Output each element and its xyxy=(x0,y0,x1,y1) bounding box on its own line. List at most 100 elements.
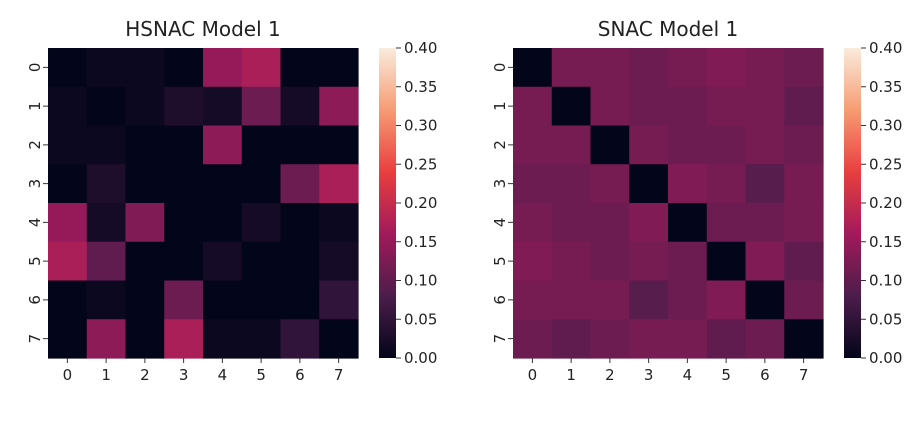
heatmap-cell xyxy=(551,164,592,204)
heatmap-cell xyxy=(164,280,204,320)
heatmap-cell xyxy=(745,48,785,88)
heatmap-cell xyxy=(86,319,127,359)
colorbar-tick-label: 0.35 xyxy=(869,78,902,96)
heatmap-cell xyxy=(319,319,359,359)
x-tick-label: 1 xyxy=(566,366,576,384)
heatmap-cell xyxy=(706,280,747,320)
heatmap-cell xyxy=(629,86,669,127)
heatmap-cell xyxy=(513,319,553,359)
heatmap-cell xyxy=(241,164,282,204)
x-tick-label: 1 xyxy=(101,366,111,384)
heatmap-cell xyxy=(86,164,127,204)
heatmap-cell xyxy=(706,125,747,165)
heatmap-cell xyxy=(706,86,747,127)
heatmap-cell xyxy=(241,86,282,127)
heatmap-cell xyxy=(241,280,282,320)
heatmap-cell xyxy=(551,203,592,243)
heatmap-cell xyxy=(513,203,553,243)
colorbar-tick-label: 0.25 xyxy=(869,155,902,173)
colorbar-tick-label: 0.20 xyxy=(869,194,902,212)
colorbar-tick-label: 0.05 xyxy=(404,310,437,328)
heatmap-cell xyxy=(164,319,204,359)
heatmap-cell xyxy=(590,241,630,282)
colorbar-tick-label: 0.05 xyxy=(869,310,902,328)
heatmap-cell xyxy=(668,319,708,359)
heatmap-cell xyxy=(203,48,243,88)
heatmap-cell xyxy=(706,319,747,359)
heatmap-cell xyxy=(590,280,630,320)
colorbar-tick-label: 0.15 xyxy=(404,233,437,251)
heatmap-cell xyxy=(203,241,243,282)
heatmap-cell xyxy=(319,48,359,88)
heatmap-cell xyxy=(629,164,669,204)
heatmap-cell xyxy=(784,125,824,165)
heatmap-cell xyxy=(745,319,785,359)
y-tick-label: 5 xyxy=(491,256,509,266)
heatmap-cell xyxy=(125,280,165,320)
heatmap-cell xyxy=(86,48,127,88)
heatmap-cell xyxy=(706,48,747,88)
heatmap-cell xyxy=(513,125,553,165)
x-tick-label: 3 xyxy=(179,366,189,384)
heatmap-cell xyxy=(551,319,592,359)
heatmap-cell xyxy=(745,125,785,165)
x-tick-label: 5 xyxy=(721,366,731,384)
heatmap-cell xyxy=(125,86,165,127)
colorbar-gradient xyxy=(379,48,396,358)
heatmap-cell xyxy=(513,241,553,282)
heatmap-cell xyxy=(164,164,204,204)
heatmap-cell xyxy=(164,125,204,165)
colorbar-tick-label: 0.15 xyxy=(869,233,902,251)
heatmap-cell xyxy=(280,280,320,320)
heatmap-cell xyxy=(784,203,824,243)
heatmap-cell xyxy=(319,203,359,243)
x-tick-label: 2 xyxy=(140,366,150,384)
x-tick-label: 7 xyxy=(799,366,809,384)
heatmap-cell xyxy=(241,203,282,243)
heatmap-cell xyxy=(48,280,88,320)
heatmap-cell xyxy=(629,241,669,282)
heatmap-cell xyxy=(319,241,359,282)
heatmap-cell xyxy=(706,164,747,204)
heatmap-cell xyxy=(551,280,592,320)
colorbar-tick-label: 0.30 xyxy=(869,117,902,135)
heatmap-cell xyxy=(590,125,630,165)
heatmap-cell xyxy=(86,241,127,282)
heatmap-cell xyxy=(513,164,553,204)
heatmap-cell xyxy=(784,241,824,282)
y-tick-label: 4 xyxy=(26,218,44,228)
heatmap-cell xyxy=(280,125,320,165)
heatmap-cell xyxy=(784,48,824,88)
heatmap-cell xyxy=(125,164,165,204)
heatmap-cell xyxy=(629,48,669,88)
heatmap-cell xyxy=(706,241,747,282)
heatmap-cell xyxy=(319,280,359,320)
x-tick-label: 5 xyxy=(256,366,266,384)
heatmap-cell xyxy=(745,86,785,127)
y-tick-label: 2 xyxy=(491,140,509,150)
x-tick-label: 3 xyxy=(644,366,654,384)
y-tick-label: 7 xyxy=(491,334,509,344)
heatmap-cell xyxy=(48,164,88,204)
chart-title: SNAC Model 1 xyxy=(598,17,738,41)
heatmap-cell xyxy=(241,125,282,165)
y-tick-label: 1 xyxy=(26,101,44,111)
heatmap-cell xyxy=(280,48,320,88)
heatmap-cell xyxy=(86,280,127,320)
heatmap-cell xyxy=(125,125,165,165)
colorbar: 0.00 0.05 0.10 0.15 0.20 0.25 0.30 0.35 0.40 xyxy=(844,39,902,367)
x-tick-label: 4 xyxy=(683,366,693,384)
y-tick-label: 0 xyxy=(491,63,509,73)
heatmap-cell xyxy=(203,125,243,165)
heatmap-cell xyxy=(164,241,204,282)
x-tick-label: 6 xyxy=(760,366,770,384)
heatmap-cell xyxy=(48,125,88,165)
heatmap-cell xyxy=(745,164,785,204)
x-tick-label: 6 xyxy=(295,366,305,384)
heatmap-cell xyxy=(48,203,88,243)
heatmap-cell xyxy=(164,203,204,243)
heatmap-cell xyxy=(513,280,553,320)
heatmap-cell xyxy=(164,48,204,88)
colorbar-tick-label: 0.40 xyxy=(869,39,902,57)
